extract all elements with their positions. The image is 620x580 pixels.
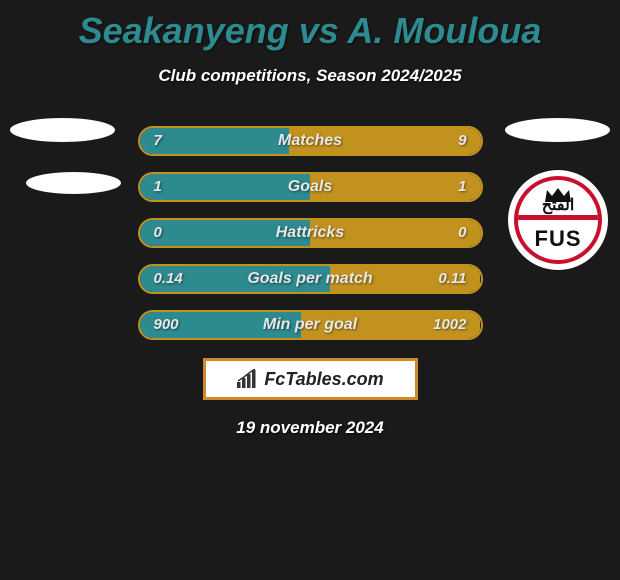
- stat-value-left: 0: [154, 218, 162, 248]
- bar-left: [140, 220, 311, 246]
- bar-right: [310, 174, 481, 200]
- player-right-badge: الفتح FUS: [505, 118, 610, 223]
- stat-value-right: 9: [458, 126, 466, 156]
- stat-row: 11Goals: [138, 172, 483, 202]
- club-latin-text: FUS: [518, 226, 598, 252]
- club-logo: الفتح FUS: [508, 170, 608, 270]
- stat-value-left: 7: [154, 126, 162, 156]
- stat-value-right: 0.11: [438, 264, 466, 294]
- stat-value-left: 0.14: [154, 264, 183, 294]
- stat-value-right: 0: [458, 218, 466, 248]
- stat-value-right: 1002: [433, 310, 466, 340]
- brand-text: FcTables.com: [264, 369, 383, 390]
- bar-right: [310, 220, 481, 246]
- brand-box: FcTables.com: [203, 358, 418, 400]
- player-left-badge: [10, 118, 115, 223]
- ellipse-shape: [505, 118, 610, 142]
- comparison-area: الفتح FUS 79Matches11Goals00Hattricks0.1…: [0, 126, 620, 340]
- subtitle: Club competitions, Season 2024/2025: [0, 66, 620, 86]
- stat-value-right: 1: [458, 172, 466, 202]
- stat-row: 00Hattricks: [138, 218, 483, 248]
- club-arabic-text: الفتح: [518, 198, 598, 214]
- bar-right: [289, 128, 481, 154]
- ellipse-shape: [26, 172, 121, 194]
- stat-row: 9001002Min per goal: [138, 310, 483, 340]
- date-text: 19 november 2024: [0, 418, 620, 438]
- bar-chart-icon: [236, 369, 260, 389]
- stat-row: 0.140.11Goals per match: [138, 264, 483, 294]
- stat-value-left: 1: [154, 172, 162, 202]
- page-title: Seakanyeng vs A. Mouloua: [0, 0, 620, 52]
- ellipse-shape: [10, 118, 115, 142]
- stat-rows: 79Matches11Goals00Hattricks0.140.11Goals…: [138, 126, 483, 340]
- stat-row: 79Matches: [138, 126, 483, 156]
- stat-value-left: 900: [154, 310, 179, 340]
- bar-left: [140, 174, 311, 200]
